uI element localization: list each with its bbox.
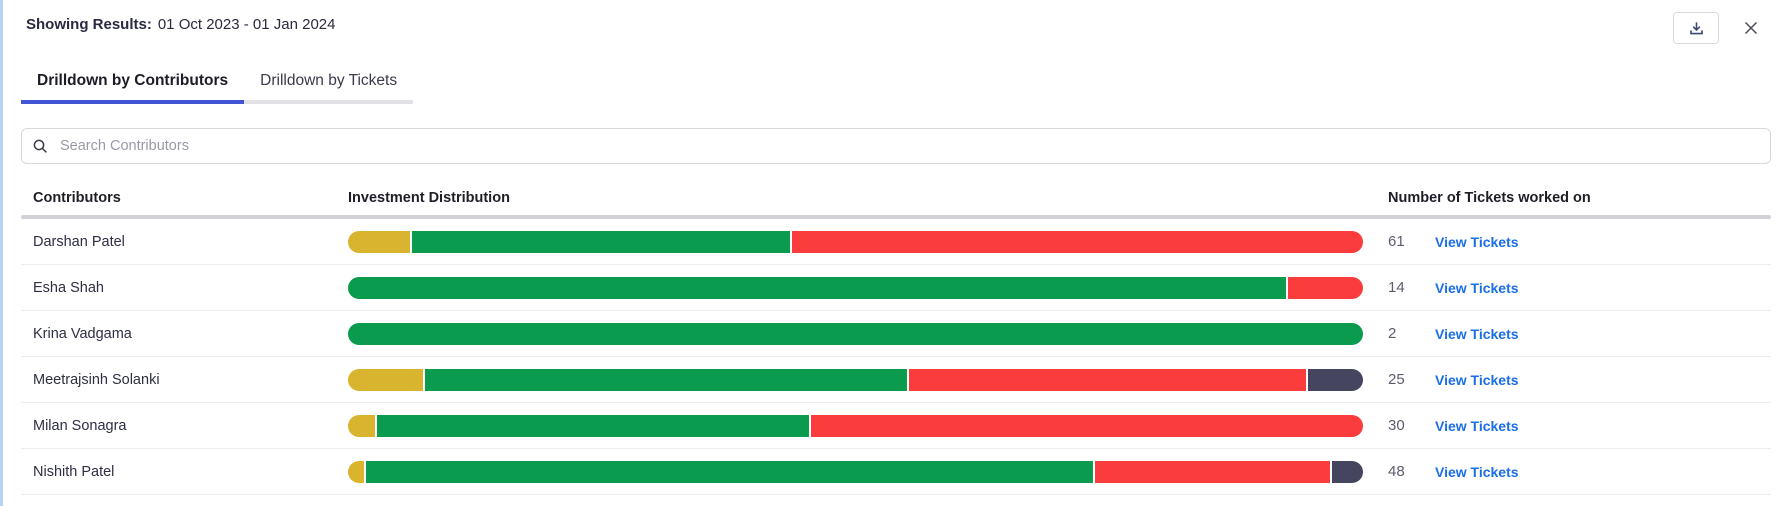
view-tickets-link[interactable]: View Tickets (1435, 279, 1519, 296)
column-header-tickets-worked-on: Number of Tickets worked on (1388, 190, 1591, 206)
results-label: Showing Results: (26, 16, 152, 33)
yellow-segment (348, 230, 410, 253)
green-segment (348, 276, 1287, 299)
table-body: Darshan Patel 61 View Tickets Esha Shah … (21, 219, 1771, 495)
tickets-count: 61 (1388, 233, 1405, 250)
download-button[interactable] (1673, 12, 1719, 44)
view-tickets-link[interactable]: View Tickets (1435, 463, 1519, 480)
contributor-name: Krina Vadgama (33, 325, 132, 342)
view-tickets-link[interactable]: View Tickets (1435, 417, 1519, 434)
results-range: 01 Oct 2023 - 01 Jan 2024 (157, 16, 336, 33)
panel-header: Showing Results: 01 Oct 2023 - 01 Jan 202… (3, 0, 1789, 46)
red-segment (811, 414, 1363, 437)
search-input[interactable] (58, 137, 1760, 155)
table-row: Krina Vadgama 2 View Tickets (21, 311, 1771, 357)
investment-distribution-bar (348, 368, 1363, 391)
search-icon (33, 139, 47, 153)
red-segment (791, 230, 1363, 253)
red-segment (1288, 276, 1363, 299)
investment-distribution-bar (348, 322, 1363, 345)
contributor-name: Darshan Patel (33, 233, 125, 250)
table-row: Esha Shah 14 View Tickets (21, 265, 1771, 311)
investment-distribution-bar (348, 276, 1363, 299)
tickets-count: 2 (1388, 325, 1397, 342)
yellow-segment (348, 368, 423, 391)
close-icon (1744, 21, 1758, 35)
investment-distribution-bar (348, 230, 1363, 253)
column-header-investment-distribution: Investment Distribution (348, 190, 510, 206)
table-row: Nishith Patel 48 View Tickets (21, 449, 1771, 495)
table-row: Milan Sonagra 30 View Tickets (21, 403, 1771, 449)
green-segment (366, 460, 1093, 483)
tickets-count: 30 (1388, 417, 1405, 434)
table-row: Meetrajsinh Solanki 25 View Tickets (21, 357, 1771, 403)
column-header-contributors: Contributors (33, 190, 121, 206)
yellow-segment (348, 460, 365, 483)
dark-segment (1331, 460, 1363, 483)
green-segment (424, 368, 907, 391)
view-tickets-link[interactable]: View Tickets (1435, 325, 1519, 342)
close-button[interactable] (1737, 14, 1765, 42)
header-actions (1673, 12, 1765, 44)
dark-segment (1307, 368, 1363, 391)
red-segment (1094, 460, 1330, 483)
tab-drilldown-by-tickets[interactable]: Drilldown by Tickets (244, 64, 414, 104)
download-icon (1689, 21, 1703, 34)
green-segment (377, 414, 809, 437)
table-header: Contributors Investment Distribution Num… (21, 190, 1771, 206)
contributor-name: Milan Sonagra (33, 417, 127, 434)
tab-drilldown-by-contributors[interactable]: Drilldown by Contributors (21, 64, 245, 104)
view-tickets-link[interactable]: View Tickets (1435, 233, 1519, 250)
green-segment (411, 230, 790, 253)
contributor-name: Nishith Patel (33, 463, 115, 480)
table-header-divider (21, 215, 1771, 219)
investment-distribution-bar (348, 414, 1363, 437)
green-segment (348, 322, 1363, 345)
contributor-name: Meetrajsinh Solanki (33, 371, 160, 388)
yellow-segment (348, 414, 376, 437)
contributor-name: Esha Shah (33, 279, 104, 296)
tickets-count: 14 (1388, 279, 1405, 296)
results-summary: Showing Results: 01 Oct 2023 - 01 Jan 202… (26, 12, 335, 35)
view-tickets-link[interactable]: View Tickets (1435, 371, 1519, 388)
tab-bar: Drilldown by Contributors Drilldown by Ti… (21, 64, 1789, 104)
tickets-count: 48 (1388, 463, 1405, 480)
search-bar (21, 128, 1771, 164)
tickets-count: 25 (1388, 371, 1405, 388)
table-row: Darshan Patel 61 View Tickets (21, 219, 1771, 265)
red-segment (908, 368, 1306, 391)
investment-distribution-bar (348, 460, 1363, 483)
